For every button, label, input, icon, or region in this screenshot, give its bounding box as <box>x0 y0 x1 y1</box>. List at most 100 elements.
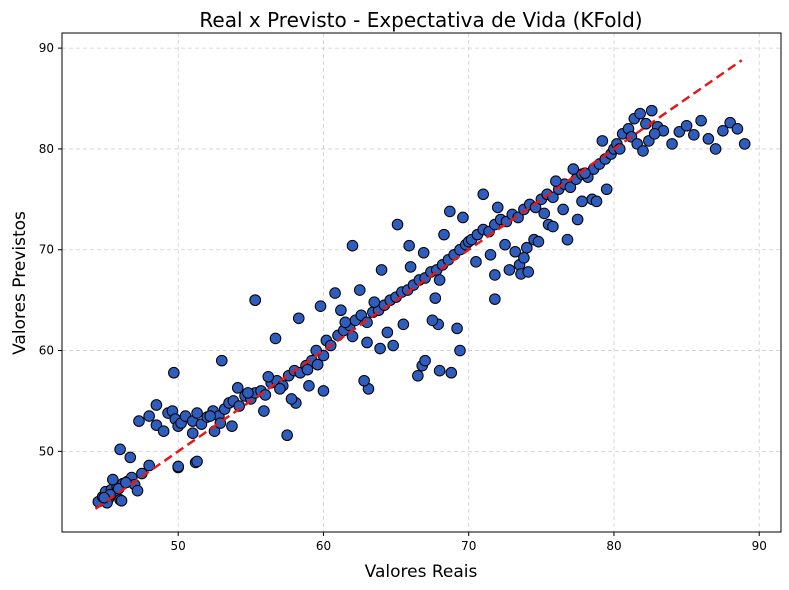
scatter-point <box>157 425 170 437</box>
y-tick-label: 70 <box>39 243 54 257</box>
scatter-point <box>680 119 693 132</box>
scatter-point <box>311 358 324 371</box>
scatter-point <box>150 399 163 411</box>
scatter-point <box>419 354 431 367</box>
scatter-point <box>107 473 119 486</box>
scatter-point <box>281 429 293 442</box>
scatter-point <box>143 459 155 472</box>
scatter-point <box>484 248 497 261</box>
scatter-point <box>532 235 545 248</box>
scatter-point <box>368 296 381 308</box>
scatter-point <box>491 201 504 214</box>
x-axis-label: Valores Reais <box>365 562 478 582</box>
scatter-point <box>168 366 180 379</box>
scatter-point <box>335 304 347 317</box>
scatter-point <box>114 443 126 456</box>
x-tick-label: 90 <box>752 539 767 553</box>
scatter-point <box>538 207 551 220</box>
y-tick-label: 90 <box>39 41 54 55</box>
scatter-point <box>269 332 282 345</box>
scatter-point <box>666 138 678 150</box>
scatter-point <box>457 211 469 224</box>
scatter-point <box>242 387 254 399</box>
scatter-point <box>249 294 261 306</box>
scatter-point <box>231 382 244 394</box>
x-tick-label: 80 <box>606 539 621 553</box>
scatter-point <box>454 344 466 357</box>
scatter-point <box>191 455 203 468</box>
scatter-point <box>339 316 352 329</box>
scatter-point <box>444 205 456 218</box>
scatter-point <box>361 316 373 329</box>
scatter-point <box>489 269 501 281</box>
scatter-point <box>262 370 275 383</box>
scatter-point <box>124 451 137 464</box>
scatter-point <box>353 284 366 296</box>
scatter-point <box>648 128 661 140</box>
scatter-point <box>133 415 145 427</box>
x-tick-label: 70 <box>461 539 476 553</box>
scatter-point <box>301 363 314 376</box>
y-tick-label: 50 <box>39 444 54 458</box>
scatter-point <box>186 427 199 440</box>
scatter-point <box>731 122 744 135</box>
scatter-point <box>645 104 658 117</box>
y-axis: 50 60 70 80 90 <box>39 41 62 458</box>
scatter-point <box>702 133 715 145</box>
scatter-point <box>470 256 482 268</box>
scatter-point <box>426 314 439 327</box>
x-tick-label: 60 <box>316 539 331 553</box>
scatter-point <box>317 385 330 397</box>
scatter-point <box>738 138 751 150</box>
scatter-point <box>303 380 315 392</box>
scatter-point <box>131 484 144 497</box>
scatter-point <box>571 213 584 226</box>
scatter-point <box>258 405 270 417</box>
scatter-point <box>695 114 707 127</box>
y-tick-label: 60 <box>39 344 54 358</box>
scatter-point <box>567 163 580 175</box>
y-axis-label: Valores Previstos <box>10 211 30 355</box>
scatter-point <box>391 218 404 231</box>
scatter-point <box>590 195 603 208</box>
scatter-point <box>404 261 417 273</box>
scatter-point <box>417 246 430 259</box>
scatter-point <box>233 400 246 412</box>
scatter-point <box>374 342 386 355</box>
scatter-point <box>547 191 559 204</box>
scatter-point <box>358 374 370 387</box>
scatter-point <box>717 124 729 137</box>
scatter-point <box>215 354 228 367</box>
scatter-point <box>361 336 373 349</box>
ideal-reference-line <box>94 59 743 510</box>
scatter-point <box>329 287 341 299</box>
chart-title: Real x Previsto - Expectativa de Vida (K… <box>199 8 642 32</box>
scatter-point <box>499 238 511 251</box>
scatter-point <box>226 420 238 432</box>
scatter-point <box>445 366 458 379</box>
scatter-point <box>433 364 446 377</box>
scatter-point <box>397 318 410 331</box>
scatter-point <box>433 274 446 286</box>
scatter-point <box>274 383 286 395</box>
scatter-point <box>550 175 562 187</box>
scatter-point <box>292 312 305 325</box>
scatter-point <box>688 129 700 141</box>
scatter-point <box>120 476 132 489</box>
scatter-point <box>521 241 533 254</box>
scatter-point <box>634 107 646 120</box>
y-tick-label: 80 <box>39 142 54 156</box>
scatter-point <box>429 292 442 304</box>
scatter-point <box>503 264 516 276</box>
scatter-point <box>557 203 569 216</box>
scatter-point <box>438 228 450 241</box>
scatter-point <box>561 233 574 246</box>
scatter-point <box>512 211 524 224</box>
scatter-point <box>375 264 388 276</box>
scatter-point <box>477 188 490 201</box>
scatter-point <box>191 407 203 419</box>
scatter-point <box>143 410 155 422</box>
scatter-point <box>518 252 530 264</box>
scatter-point <box>522 266 535 278</box>
